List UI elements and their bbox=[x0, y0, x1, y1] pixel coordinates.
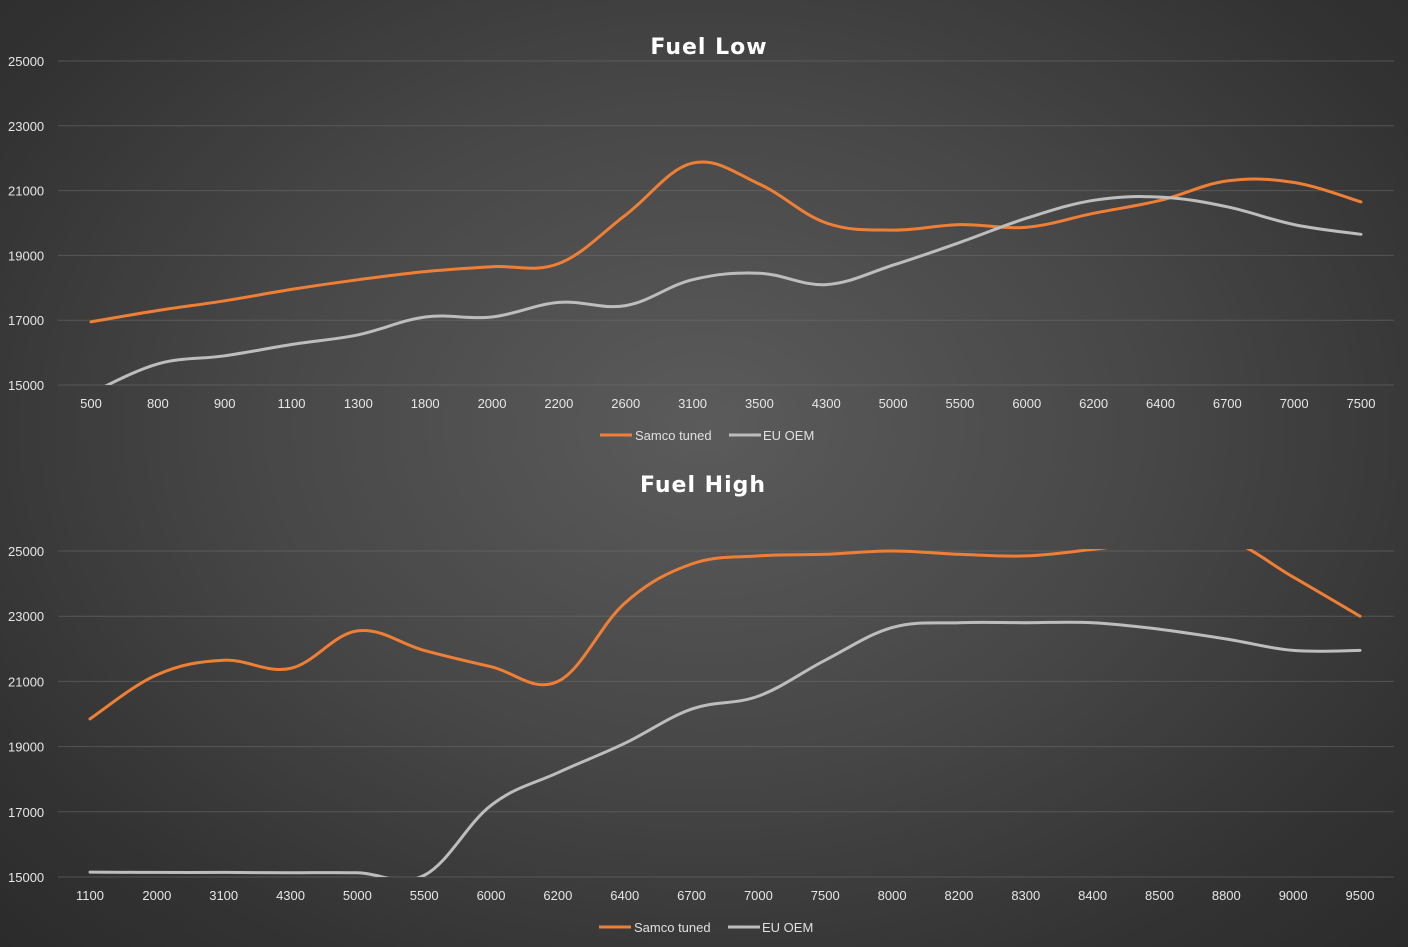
fuel-low-title: Fuel Low bbox=[650, 35, 767, 60]
fuel-low-y-tick-label: 25000 bbox=[8, 54, 44, 69]
fuel-high-x-tick-label: 8500 bbox=[1145, 888, 1174, 903]
fuel-high-series-eu-oem-line bbox=[88, 620, 1362, 877]
legend-label-samco-tuned: Samco tuned bbox=[635, 428, 712, 443]
fuel-high-y-tick-label: 25000 bbox=[8, 544, 44, 559]
fuel-high-x-tick-label: 8300 bbox=[1011, 888, 1040, 903]
fuel-low-y-tick-label: 17000 bbox=[8, 313, 44, 328]
fuel-high-x-tick-label: 4300 bbox=[276, 888, 305, 903]
fuel-high-x-tick-label: 5500 bbox=[410, 888, 439, 903]
fuel-high-x-tick-label: 6000 bbox=[477, 888, 506, 903]
fuel-high-x-tick-label: 8800 bbox=[1212, 888, 1241, 903]
fuel-low-x-tick-label: 3100 bbox=[678, 396, 707, 411]
fuel-low-x-tick-label: 6400 bbox=[1146, 396, 1175, 411]
fuel-high-x-tick-label: 3100 bbox=[209, 888, 238, 903]
fuel-high-x-tick-label: 7000 bbox=[744, 888, 773, 903]
fuel-low-x-tick-label: 1300 bbox=[344, 396, 373, 411]
legend-label-eu-oem: EU OEM bbox=[763, 428, 814, 443]
fuel-low-x-tick-label: 500 bbox=[80, 396, 102, 411]
fuel-high-y-tick-label: 15000 bbox=[8, 870, 44, 885]
fuel-low-x-tick-label: 1100 bbox=[278, 396, 306, 411]
fuel-low-x-tick-label: 7500 bbox=[1347, 396, 1376, 411]
fuel-high-legend: Samco tuned EU OEM bbox=[599, 920, 813, 935]
fuel-low-series-eu-oem-line bbox=[104, 195, 1363, 385]
fuel-high-x-tick-label: 6400 bbox=[610, 888, 639, 903]
fuel-high-title: Fuel High bbox=[640, 473, 766, 498]
fuel-high-y-tick-label: 21000 bbox=[8, 674, 44, 689]
fuel-high-y-tick-label: 19000 bbox=[8, 740, 44, 755]
fuel-high-x-tick-label: 8200 bbox=[944, 888, 973, 903]
fuel-high-x-tick-label: 5000 bbox=[343, 888, 372, 903]
fuel-low-x-tick-label: 4300 bbox=[812, 396, 841, 411]
fuel-low-x-tick-label: 3500 bbox=[745, 396, 774, 411]
fuel-high-x-tick-label: 7500 bbox=[811, 888, 840, 903]
fuel-low-x-tick-label: 6700 bbox=[1213, 396, 1242, 411]
fuel-high-x-tick-label: 2000 bbox=[142, 888, 171, 903]
fuel-low-y-tick-label: 19000 bbox=[8, 248, 44, 263]
fuel-high-x-tick-label: 9000 bbox=[1279, 888, 1308, 903]
fuel-low-x-tick-label: 6200 bbox=[1079, 396, 1108, 411]
fuel-low-y-tick-label: 21000 bbox=[8, 184, 44, 199]
fuel-low-x-tick-label: 5000 bbox=[879, 396, 908, 411]
fuel-low-x-tick-label: 2200 bbox=[544, 396, 573, 411]
fuel-low-x-tick-label: 6000 bbox=[1012, 396, 1041, 411]
fuel-low-y-tick-label: 23000 bbox=[8, 119, 44, 134]
fuel-high-series-samco-tuned-line bbox=[88, 549, 1362, 721]
fuel-high-y-tick-label: 17000 bbox=[8, 805, 44, 820]
fuel-high-x-tick-label: 1100 bbox=[76, 888, 104, 903]
legend-label-eu-oem: EU OEM bbox=[762, 920, 813, 935]
fuel-high-y-tick-label: 23000 bbox=[8, 609, 44, 624]
fuel-low-series-samco-tuned-line bbox=[89, 160, 1363, 324]
legend-label-samco-tuned: Samco tuned bbox=[634, 920, 711, 935]
fuel-low-chart: Fuel Low 15000 17000 19000 21000 23000 25000 50… bbox=[8, 35, 1394, 443]
fuel-low-x-tick-label: 5500 bbox=[945, 396, 974, 411]
fuel-high-x-tick-label: 6200 bbox=[543, 888, 572, 903]
fuel-low-x-tick-label: 2600 bbox=[611, 396, 640, 411]
fuel-low-x-tick-label: 1800 bbox=[411, 396, 440, 411]
fuel-high-x-tick-label: 9500 bbox=[1346, 888, 1375, 903]
fuel-high-chart: Fuel High 15000 17000 19000 21000 23000 25000 1… bbox=[8, 473, 1394, 935]
fuel-high-x-tick-label: 8400 bbox=[1078, 888, 1107, 903]
fuel-high-x-tick-label: 6700 bbox=[677, 888, 706, 903]
fuel-low-x-tick-label: 2000 bbox=[478, 396, 507, 411]
fuel-low-y-tick-label: 15000 bbox=[8, 378, 44, 393]
fuel-low-x-tick-label: 800 bbox=[147, 396, 169, 411]
fuel-low-legend: Samco tuned EU OEM bbox=[600, 428, 814, 443]
fuel-high-x-tick-label: 8000 bbox=[878, 888, 907, 903]
fuel-low-x-tick-label: 7000 bbox=[1280, 396, 1309, 411]
fuel-low-x-tick-label: 900 bbox=[214, 396, 236, 411]
